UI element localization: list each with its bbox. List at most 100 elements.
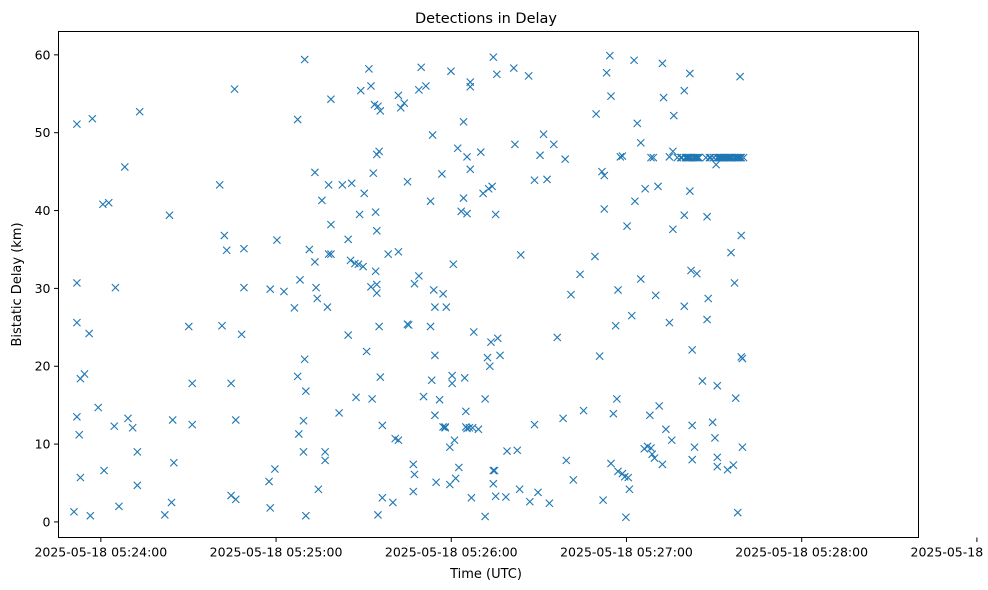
data-point [463,209,472,218]
data-point [428,131,437,140]
data-point [419,392,428,401]
data-point [534,488,542,497]
data-point [400,99,409,108]
data-point [310,168,319,177]
data-point [524,71,533,80]
data-point [439,289,448,298]
data-point [290,303,299,312]
data-point [321,447,330,456]
data-point [723,465,732,474]
data-point [481,394,490,403]
data-point [272,236,281,245]
data-point [607,92,615,101]
data-point [124,414,132,423]
data-point [430,411,439,420]
data-point [602,68,611,77]
data-point [430,351,439,360]
data-point [266,503,275,512]
data-point [86,511,95,520]
data-point [460,373,469,382]
data-point [449,260,458,269]
data-point [650,454,659,463]
data-point [75,430,84,439]
data-point [708,418,717,427]
data-point [706,153,715,162]
data-point [305,245,314,254]
data-point [409,460,418,469]
data-point [441,422,450,431]
y-tick-label: 20 [35,359,51,374]
data-point [326,250,335,259]
data-point [539,130,548,139]
data-point [536,151,545,160]
data-point [645,411,654,420]
data-point [313,294,322,303]
data-point [510,140,519,149]
data-point [703,315,712,324]
data-point [450,436,459,445]
data-point [218,321,227,330]
data-point [369,169,378,178]
data-point [461,407,470,416]
data-point [530,420,539,429]
data-point [441,423,450,432]
data-point [614,285,622,294]
data-point [647,443,655,452]
data-point [729,461,738,470]
data-point [576,270,585,279]
data-point [692,269,701,278]
data-point [403,177,412,186]
data-point [595,352,604,361]
data-point [168,415,177,424]
data-point [567,290,575,299]
data-point [590,252,599,261]
data-point [737,153,746,162]
data-point [230,85,239,94]
data-point [685,69,694,78]
data-point [410,470,419,479]
data-point [597,167,606,176]
data-point [378,493,387,502]
data-point [326,220,335,229]
data-point [636,138,645,147]
data-point [366,82,375,90]
data-point [227,379,236,388]
data-point [704,294,713,303]
data-point [516,250,525,259]
data-point [474,425,483,434]
data-point [237,330,246,339]
data-point [114,502,123,511]
data-point [630,197,639,206]
data-point [668,147,677,156]
data-point [609,409,618,418]
data-point [561,155,570,164]
data-point [665,318,674,327]
data-point [661,425,670,434]
data-point [665,152,674,161]
data-point [713,381,722,390]
data-point [543,175,552,184]
data-point [654,182,663,191]
x-tick-label: 2025-05-18 05:25:00 [210,545,343,560]
data-point [324,180,333,189]
data-point [394,91,403,100]
data-point [432,478,441,487]
data-point [655,401,664,410]
data-point [371,208,380,217]
data-point [733,153,742,162]
data-point [239,283,248,292]
data-point [605,51,614,60]
data-point [614,467,622,476]
x-tick-label: 2025-05-18 05:29:00 [911,545,988,560]
y-axis-label: Bistatic Delay (km) [10,222,25,346]
data-point [299,447,308,456]
data-point [231,415,240,424]
data-point [658,460,667,469]
data-point [453,144,462,153]
data-point [72,278,81,287]
data-point [467,493,476,502]
data-point [488,182,497,191]
data-point [486,338,495,347]
data-point [616,152,625,161]
data-point [160,510,169,519]
